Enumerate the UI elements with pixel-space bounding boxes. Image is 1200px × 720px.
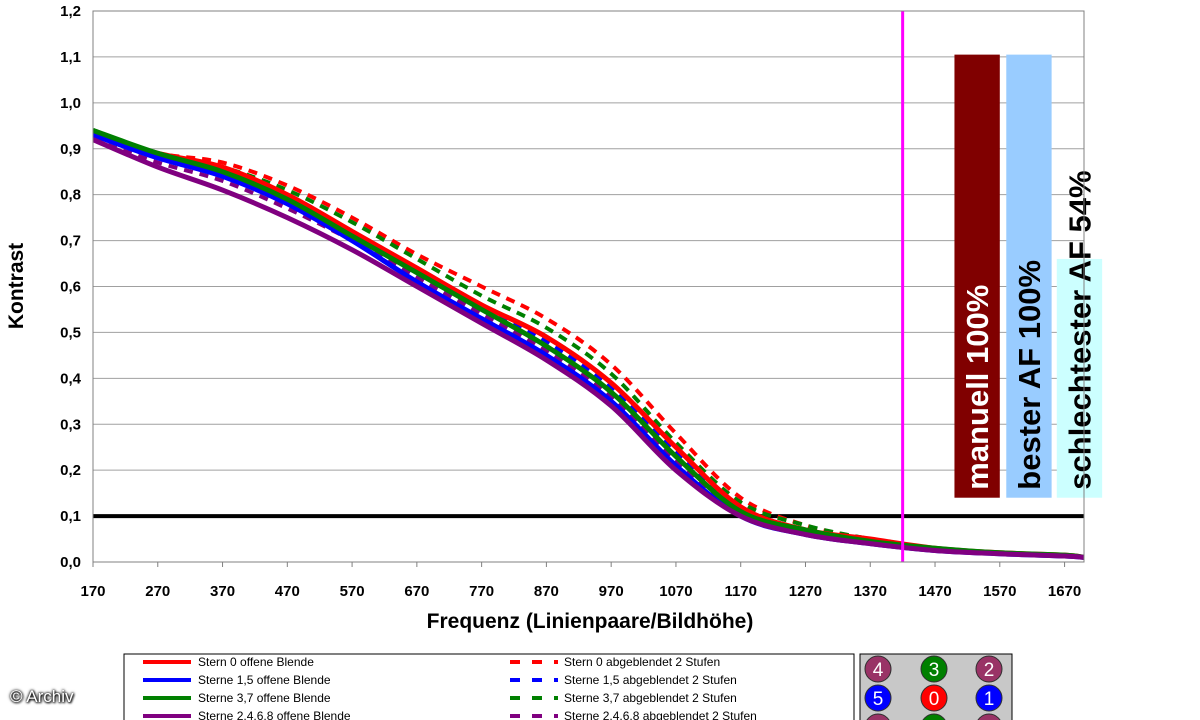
x-tick-label: 570 [340, 583, 365, 600]
legend-label: Sterne 1,5 offene Blende [198, 673, 331, 687]
y-tick-label: 0,1 [60, 508, 81, 525]
legend-label: Stern 0 abgeblendet 2 Stufen [564, 655, 720, 669]
result-bar-label: bester AF 100% [1012, 260, 1047, 490]
star-position-number: 0 [929, 689, 940, 710]
star-position-ball [977, 713, 1001, 720]
star-position-ball [920, 655, 948, 683]
result-bar [954, 54, 1000, 498]
series-line [93, 137, 1084, 560]
legend-label: Sterne 1,5 abgeblendet 2 Stufen [564, 673, 737, 687]
x-tick-labels: 170 270 370 470 570 670 770 870 970 1070 1170 1270 1… [80, 583, 1081, 600]
x-tick-label: 1070 [659, 583, 692, 600]
legend-box [123, 653, 855, 720]
x-tick-label: 1270 [789, 583, 822, 600]
x-tick-label: 1370 [854, 583, 887, 600]
credit-label: © Archiv [10, 687, 74, 706]
x-tick-label: 1570 [983, 583, 1016, 600]
result-bar [1056, 258, 1103, 498]
star-position-ball [975, 684, 1003, 712]
legend-label: Sterne 2,4,6,8 abgeblendet 2 Stufen [564, 709, 757, 720]
y-tick-label: 0,9 [60, 141, 81, 158]
y-tick-label: 0,6 [60, 279, 81, 296]
star-position-ball [864, 655, 892, 683]
x-tick-label: 970 [599, 583, 624, 600]
legend-label: Sterne 2,4,6,8 offene Blende [198, 709, 351, 720]
legend-label: Sterne 3,7 abgeblendet 2 Stufen [564, 691, 737, 705]
series-line [93, 133, 1084, 560]
result-bar-label: schlechtester AF 54% [1062, 170, 1097, 489]
star-position-number: 4 [873, 660, 884, 681]
legend-label: Stern 0 offene Blende [198, 655, 314, 669]
y-tick-label: 1,0 [60, 95, 81, 112]
series-line [93, 128, 1084, 560]
y-tick-label: 0,0 [60, 554, 81, 571]
legend-label: Sterne 3,7 offene Blende [198, 691, 331, 705]
x-tick-label: 1470 [918, 583, 951, 600]
star-position-ball [920, 684, 948, 712]
y-tick-label: 0,8 [60, 187, 81, 204]
x-tick-label: 370 [210, 583, 235, 600]
result-bar [1006, 54, 1052, 498]
y-tick-label: 1,2 [60, 3, 81, 20]
x-tick-label: 670 [404, 583, 429, 600]
star-position-ball [922, 713, 946, 720]
x-tick-label: 1170 [724, 583, 757, 600]
y-tick-label: 0,2 [60, 462, 81, 479]
x-tick-label: 170 [80, 583, 105, 600]
series-lines [93, 128, 1084, 560]
x-tick-label: 870 [534, 583, 559, 600]
result-bars: manuell 100% bester AF 100% schlechtester … [954, 54, 1103, 498]
legend: Stern 0 offene Blende Sterne 1,5 offene B… [123, 653, 855, 720]
result-bar-label: manuell 100% [960, 285, 995, 490]
x-tick-label: 1670 [1048, 583, 1081, 600]
x-tick-label: 770 [469, 583, 494, 600]
x-axis-title: Frequenz (Linienpaare/Bildhöhe) [427, 610, 754, 633]
x-tick-label: 270 [145, 583, 170, 600]
y-axis-title: Kontrast [5, 243, 28, 329]
x-tick-label: 470 [275, 583, 300, 600]
plot-frame [92, 10, 1085, 563]
star-position-ball [866, 713, 890, 720]
star-position-panel: 4 3 2 5 0 1 [859, 653, 1013, 720]
star-position-ball [864, 684, 892, 712]
y-tick-label: 1,1 [60, 49, 81, 66]
y-tick-label: 0,4 [60, 370, 82, 387]
y-tick-label: 0,5 [60, 324, 81, 341]
star-position-ball [975, 655, 1003, 683]
star-position-number: 3 [929, 660, 940, 681]
star-position-number: 1 [984, 689, 995, 710]
legend-entries: Stern 0 offene Blende Sterne 1,5 offene B… [143, 655, 757, 720]
y-tick-label: 0,7 [60, 233, 81, 250]
y-tick-labels: 0,0 0,1 0,2 0,3 0,4 0,5 0,6 0,7 0,8 0,9 1,0 1,1 1,2 [60, 3, 82, 571]
star-position-number: 2 [984, 660, 995, 681]
star-position-number: 5 [873, 689, 884, 710]
y-tick-label: 0,3 [60, 416, 81, 433]
